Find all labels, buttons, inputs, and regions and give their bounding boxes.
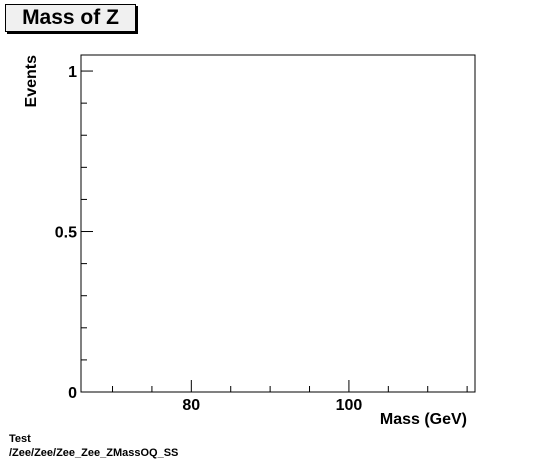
x-axis-ticks: 80 100 (112, 380, 468, 414)
chart-title: Mass of Z (5, 4, 136, 32)
y-axis-label: Events (23, 55, 40, 108)
y-axis-ticks: 00.51 (55, 64, 93, 402)
y-tick-label: 1 (68, 64, 77, 81)
footer-line-2: /Zee/Zee/Zee_Zee_ZMassOQ_SS (9, 447, 179, 459)
x-axis-label: Mass (GeV) (380, 411, 467, 428)
footer: Test /Zee/Zee/Zee_Zee_ZMassOQ_SS (9, 432, 178, 460)
plot-frame (80, 54, 476, 393)
y-tick-label: 0 (68, 385, 77, 402)
y-tick-label: 0.5 (55, 225, 77, 242)
footer-line-1: Test (9, 433, 31, 445)
x-tick-label: 80 (182, 397, 200, 414)
x-tick-label: 100 (336, 397, 363, 414)
